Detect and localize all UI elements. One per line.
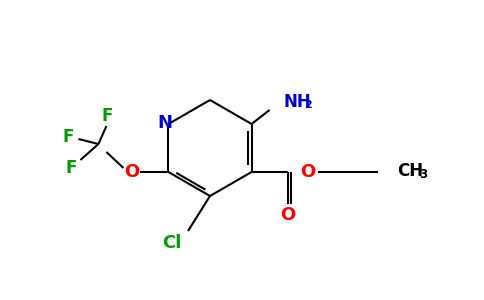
Text: F: F	[63, 128, 74, 146]
Text: O: O	[300, 163, 315, 181]
Text: 3: 3	[420, 167, 428, 181]
Text: 2: 2	[304, 100, 312, 110]
Text: O: O	[124, 163, 139, 181]
Text: CH: CH	[397, 162, 424, 180]
Text: NH: NH	[284, 93, 311, 111]
Text: N: N	[157, 114, 172, 132]
Text: F: F	[66, 159, 77, 177]
Text: F: F	[102, 107, 113, 125]
Text: O: O	[280, 206, 295, 224]
Text: Cl: Cl	[162, 234, 182, 252]
